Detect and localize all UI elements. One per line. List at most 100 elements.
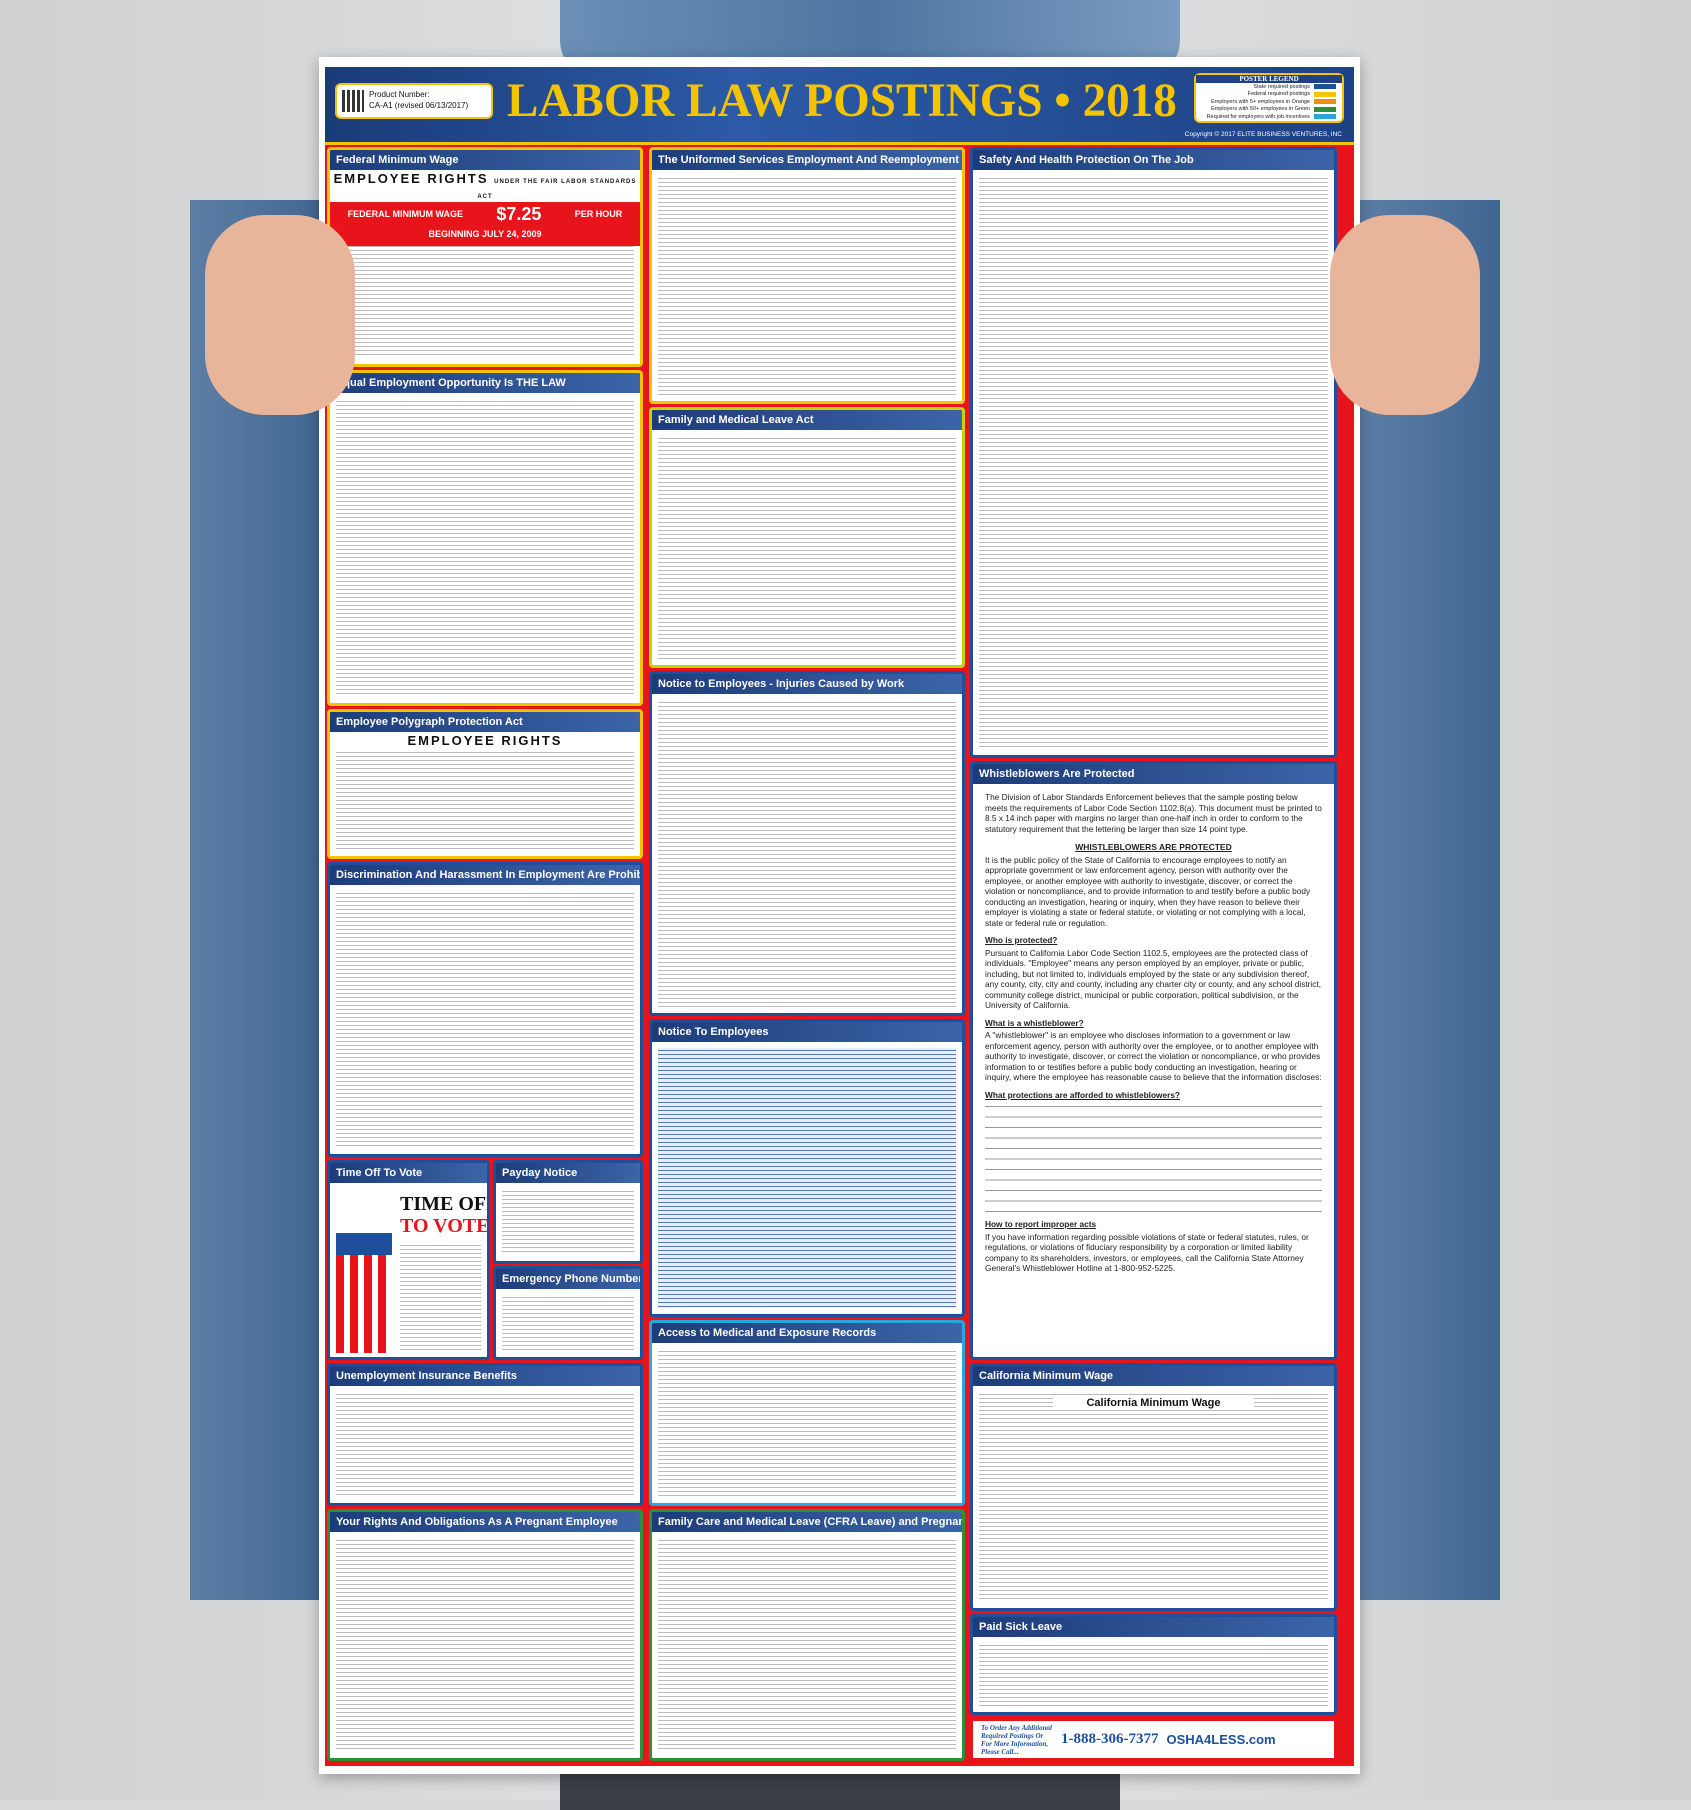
product-number: CA-A1 (revised 06/13/2017) — [369, 101, 469, 110]
poster-title: LABOR LAW POSTINGS • 2018 — [507, 74, 1177, 127]
section-title: Notice To Employees — [652, 1022, 962, 1042]
person-right-hand — [1330, 215, 1480, 415]
section-fmla: Family and Medical Leave Act — [649, 407, 965, 668]
section-userra: The Uniformed Services Employment And Re… — [649, 147, 965, 404]
section-title: The Uniformed Services Employment And Re… — [652, 150, 962, 170]
employee-rights-heading: EMPLOYEE RIGHTS UNDER THE FAIR LABOR STA… — [330, 170, 640, 202]
ballot-box-flag-icon — [336, 1233, 392, 1353]
wage-per: PER HOUR — [574, 209, 623, 219]
time-off-to-vote-heading: TIME OFF TO VOTE — [400, 1193, 490, 1237]
legend-item: Required for employers with job incentiv… — [1196, 113, 1342, 121]
section-unemployment-insurance: Unemployment Insurance Benefits — [327, 1363, 643, 1506]
section-title: California Minimum Wage — [973, 1366, 1334, 1386]
legend-item: Employers with 50+ employees in Green — [1196, 106, 1342, 114]
section-title: Employee Polygraph Protection Act — [330, 712, 640, 732]
section-body-text — [658, 1349, 956, 1497]
osha4less-logo: OSHA4LESS.com — [1166, 1732, 1276, 1747]
section-emergency-phone-numbers: Emergency Phone Numbers — [493, 1266, 643, 1360]
section-whistleblowers: Whistleblowers Are Protected The Divisio… — [970, 761, 1337, 1360]
what-heading: What is a whistleblower? — [985, 1017, 1084, 1028]
section-title: Discrimination And Harassment In Employm… — [330, 865, 640, 885]
vote-heading-line2: TO VOTE — [400, 1215, 490, 1237]
person-left-hand — [205, 215, 355, 415]
product-label: Product Number: — [369, 90, 430, 99]
person-left-arm — [190, 200, 330, 1600]
wage-amount: $7.25 — [496, 204, 542, 224]
section-body-text — [336, 891, 634, 1148]
section-body-text — [502, 1189, 634, 1255]
section-body-text — [979, 1392, 1328, 1602]
section-title: Whistleblowers Are Protected — [973, 764, 1334, 784]
section-title: Family and Medical Leave Act — [652, 410, 962, 430]
section-notice-to-employees: Notice To Employees — [649, 1019, 965, 1317]
whistleblower-heading: WHISTLEBLOWERS ARE PROTECTED — [1075, 842, 1232, 852]
section-title: Unemployment Insurance Benefits — [330, 1366, 640, 1386]
ca-minimum-wage-heading: California Minimum Wage — [1053, 1396, 1254, 1410]
section-discrimination: Discrimination And Harassment In Employm… — [327, 862, 643, 1157]
poster-title-area: LABOR LAW POSTINGS • 2018 — [507, 71, 1177, 135]
who-paragraph: Pursuant to California Labor Code Sectio… — [985, 947, 1322, 1011]
labor-law-poster: Product Number: CA-A1 (revised 06/13/201… — [319, 57, 1360, 1774]
section-payday-notice: Payday Notice — [493, 1160, 643, 1264]
section-polygraph: Employee Polygraph Protection Act EMPLOY… — [327, 709, 643, 859]
section-title: Time Off To Vote — [330, 1163, 487, 1183]
legend-title: POSTER LEGEND — [1196, 75, 1342, 83]
section-body-text — [336, 1538, 634, 1752]
section-body-text — [336, 738, 634, 850]
order-info: To Order Any Additional Required Posting… — [981, 1723, 1052, 1756]
wage-begin: BEGINNING JULY 24, 2009 — [428, 229, 542, 239]
protections-list — [985, 1102, 1322, 1212]
legend-item: Federal required postings — [1196, 91, 1342, 99]
poster-header: Product Number: CA-A1 (revised 06/13/201… — [325, 67, 1354, 145]
section-body-text — [658, 1048, 956, 1308]
wage-label: FEDERAL MINIMUM WAGE — [347, 209, 464, 219]
heading-subtext: UNDER THE FAIR LABOR STANDARDS ACT — [477, 179, 637, 200]
section-body-text — [336, 399, 634, 697]
whistleblower-text: The Division of Labor Standards Enforcem… — [985, 792, 1322, 1351]
poster-footer: To Order Any Additional Required Posting… — [970, 1718, 1337, 1761]
legend-label: State required postings — [1253, 83, 1310, 90]
intro-paragraph: The Division of Labor Standards Enforcem… — [985, 792, 1322, 834]
section-body-text — [658, 1538, 956, 1752]
heading-text: EMPLOYEE RIGHTS — [333, 171, 489, 186]
legend-label: Employers with 5+ employees in Orange — [1211, 98, 1310, 105]
section-body-text — [979, 1643, 1328, 1706]
qr-code-icon — [342, 90, 364, 112]
section-eeo: Equal Employment Opportunity Is THE LAW — [327, 370, 643, 706]
legend-label: Employers with 50+ employees in Green — [1211, 106, 1310, 113]
report-paragraph: If you have information regarding possib… — [985, 1231, 1309, 1274]
person-pants — [560, 1770, 1120, 1810]
order-phone[interactable]: 1-888-306-7377 — [1061, 1731, 1159, 1747]
section-pregnant-employee: Your Rights And Obligations As A Pregnan… — [327, 1509, 643, 1761]
section-cfra-leave: Family Care and Medical Leave (CFRA Leav… — [649, 1509, 965, 1761]
section-title: Equal Employment Opportunity Is THE LAW — [330, 373, 640, 393]
section-title: Your Rights And Obligations As A Pregnan… — [330, 1512, 640, 1532]
section-body-text — [658, 176, 956, 395]
section-body-text — [502, 1295, 634, 1351]
section-title: Emergency Phone Numbers — [496, 1269, 640, 1289]
section-body-text — [336, 1392, 634, 1497]
section-title: Family Care and Medical Leave (CFRA Leav… — [652, 1512, 962, 1532]
section-body-text — [658, 700, 956, 1007]
legend-label: Federal required postings — [1247, 91, 1310, 98]
poster-legend: POSTER LEGEND State required postings Fe… — [1194, 73, 1344, 123]
protections-heading: What protections are afforded to whistle… — [985, 1089, 1180, 1100]
legend-swatch — [1314, 106, 1336, 112]
report-heading: How to report improper acts — [985, 1219, 1097, 1229]
section-title: Access to Medical and Exposure Records — [652, 1323, 962, 1343]
section-title: Paid Sick Leave — [973, 1617, 1334, 1637]
vote-heading-line1: TIME OFF — [400, 1193, 490, 1215]
section-federal-minimum-wage: Federal Minimum Wage EMPLOYEE RIGHTS UND… — [327, 147, 643, 367]
legend-swatch — [1314, 91, 1336, 97]
section-title: Safety And Health Protection On The Job — [973, 150, 1334, 170]
legend-swatch — [1314, 99, 1336, 105]
section-time-off-to-vote: Time Off To Vote TIME OFF TO VOTE — [327, 1160, 490, 1360]
legend-item: Employers with 5+ employees in Orange — [1196, 98, 1342, 106]
section-body-text — [979, 176, 1328, 749]
legend-label: Required for employers with job incentiv… — [1206, 113, 1310, 120]
legend-item: State required postings — [1196, 83, 1342, 91]
minimum-wage-bar: FEDERAL MINIMUM WAGE $7.25 PER HOUR BEGINNI… — [330, 202, 640, 246]
section-body-text — [400, 1243, 481, 1351]
section-title: Notice to Employees - Injuries Caused by… — [652, 674, 962, 694]
section-medical-exposure-records: Access to Medical and Exposure Records — [649, 1320, 965, 1506]
